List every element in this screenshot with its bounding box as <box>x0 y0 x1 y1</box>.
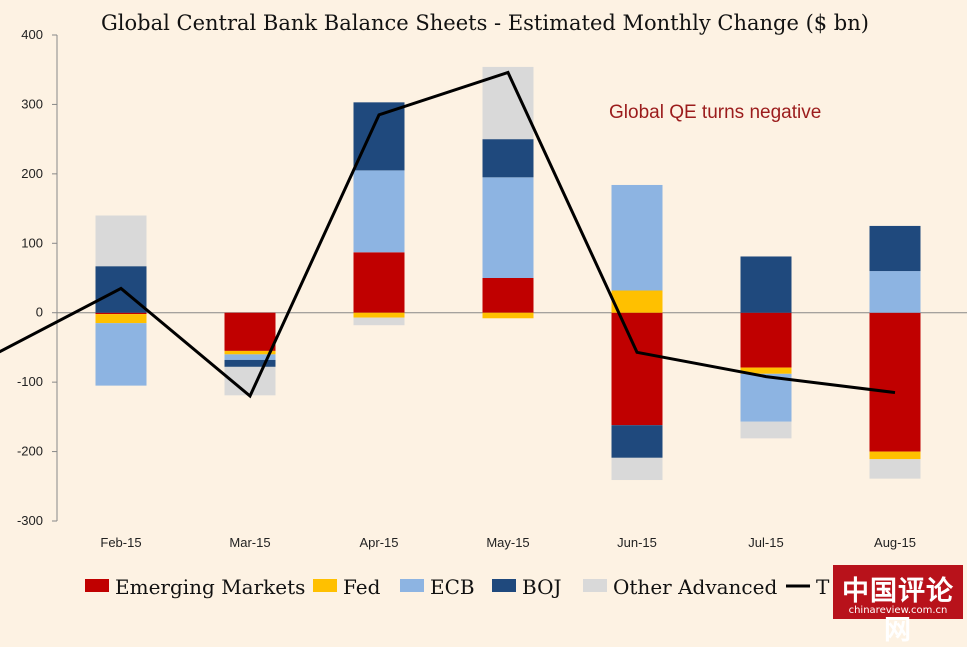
y-tick-label: 100 <box>21 235 43 250</box>
bar-layer <box>95 66 921 481</box>
x-tick-label: Aug-15 <box>874 535 916 550</box>
chart-annotation: Global QE turns negative <box>609 102 821 123</box>
line-layer <box>0 70 896 399</box>
x-tick-label: Mar-15 <box>229 535 270 550</box>
bar-segment <box>95 314 147 324</box>
x-tick-label: Apr-15 <box>359 535 398 550</box>
bar-segment <box>482 139 534 178</box>
legend-swatch <box>492 579 516 592</box>
bar-segment <box>740 367 792 374</box>
bar-segment <box>95 215 147 267</box>
bar-segment <box>353 317 405 326</box>
bar-segment <box>869 225 921 272</box>
bar-segment <box>353 102 405 171</box>
watermark-url: chinareview.com.cn <box>848 605 948 616</box>
legend-label: ECB <box>430 575 475 599</box>
y-tick-label: 300 <box>21 96 43 111</box>
x-tick-label: May-15 <box>486 535 529 550</box>
bar-segment <box>224 354 276 360</box>
bar-segment <box>353 312 405 318</box>
watermark-logo: 中国评论网 chinareview.com.cn <box>833 565 963 646</box>
bar-segment <box>740 256 792 313</box>
bar-segment <box>224 350 276 355</box>
bar-segment <box>869 459 921 479</box>
bar-segment <box>869 271 921 313</box>
tick-layer: -300 -200 -100 0 100 200 300 400 Feb-15 Mar-15 Apr… <box>17 27 916 550</box>
chart: Global Central Bank Balance Sheets - Est… <box>0 11 967 599</box>
y-tick-label: -200 <box>17 444 43 459</box>
legend: Emerging Markets Fed ECB BOJ Other Advanced T <box>85 575 830 599</box>
y-tick-label: 0 <box>36 305 43 320</box>
legend-swatch <box>583 579 607 592</box>
bar-segment <box>611 184 663 291</box>
legend-label: Fed <box>343 575 381 599</box>
bar-segment <box>482 278 534 313</box>
x-tick-label: Feb-15 <box>100 535 141 550</box>
legend-swatch <box>313 579 337 592</box>
legend-swatch <box>400 579 424 592</box>
y-tick-label: 200 <box>21 166 43 181</box>
total-line <box>0 70 896 399</box>
legend-swatch <box>85 579 109 592</box>
y-tick-label: 400 <box>21 27 43 42</box>
bar-segment <box>353 170 405 253</box>
bar-segment <box>95 323 147 386</box>
x-tick-label: Jul-15 <box>748 535 783 550</box>
bar-segment <box>740 312 792 368</box>
bar-segment <box>611 312 663 426</box>
bar-segment <box>611 290 663 313</box>
legend-label: Other Advanced <box>613 575 777 599</box>
bar-segment <box>224 312 276 351</box>
bar-segment <box>869 312 921 452</box>
bar-segment <box>353 252 405 313</box>
bar-segment <box>740 421 792 439</box>
legend-label: T <box>816 575 830 599</box>
bar-segment <box>482 177 534 278</box>
bar-segment <box>95 312 147 315</box>
y-tick-label: -100 <box>17 374 43 389</box>
y-tick-label: -300 <box>17 513 43 528</box>
bar-segment <box>611 425 663 458</box>
x-tick-label: Jun-15 <box>617 535 657 550</box>
bar-segment <box>869 451 921 460</box>
chart-title: Global Central Bank Balance Sheets - Est… <box>101 11 869 35</box>
bar-segment <box>611 457 663 481</box>
legend-label: Emerging Markets <box>115 575 305 599</box>
bar-segment <box>740 373 792 422</box>
bar-segment <box>224 359 276 367</box>
legend-label: BOJ <box>522 575 561 599</box>
bar-segment <box>482 312 534 319</box>
